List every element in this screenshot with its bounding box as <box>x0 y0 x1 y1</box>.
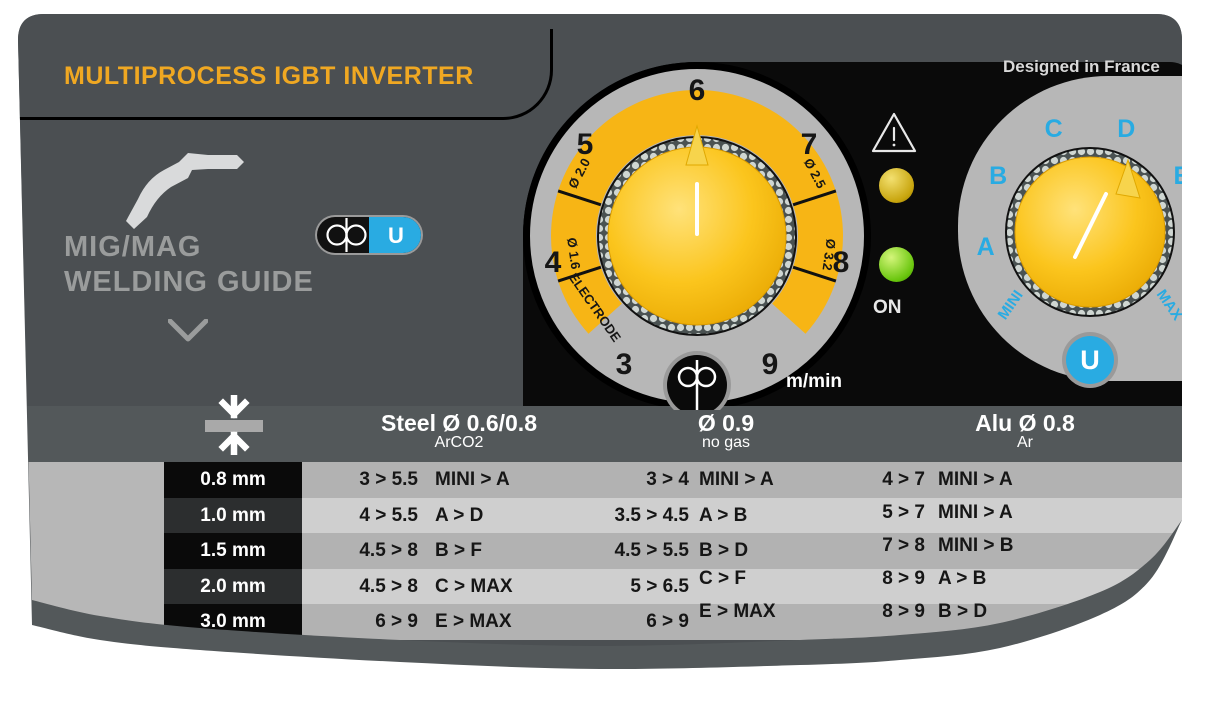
svg-text:MAX: MAX <box>1153 287 1182 324</box>
svg-text:MINI: MINI <box>995 287 1027 323</box>
svg-text:A: A <box>977 233 995 261</box>
svg-text:B: B <box>989 162 1007 190</box>
svg-text:4: 4 <box>545 246 562 279</box>
svg-text:D: D <box>1117 115 1135 143</box>
svg-text:E: E <box>1173 162 1182 190</box>
svg-text:3: 3 <box>616 348 633 381</box>
svg-text:9: 9 <box>762 348 779 381</box>
svg-text:U: U <box>388 223 404 248</box>
svg-text:C: C <box>1045 115 1063 143</box>
svg-text:6: 6 <box>689 74 706 107</box>
